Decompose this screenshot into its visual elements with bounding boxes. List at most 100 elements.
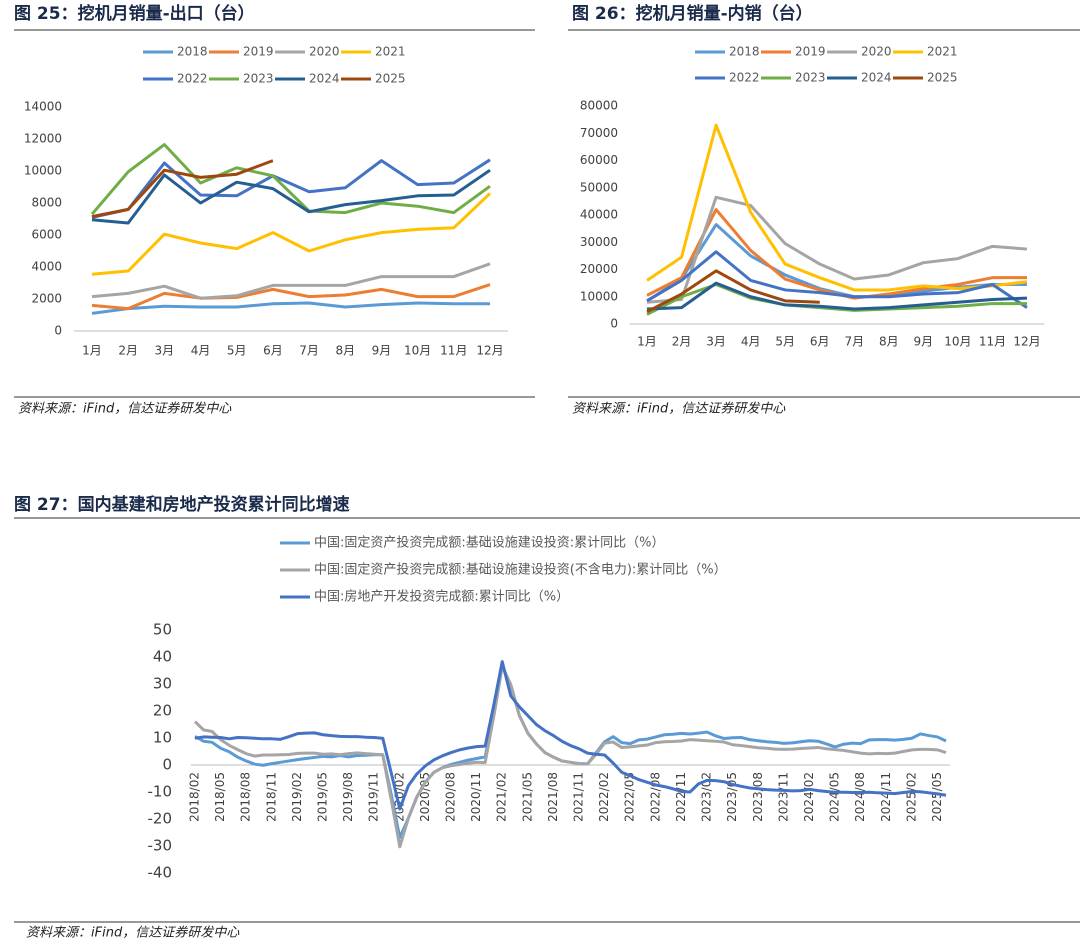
x-tick-label: 2024/08 [853, 772, 867, 822]
x-tick-label: 2023/02 [700, 772, 714, 822]
x-tick-label: 2025/05 [930, 772, 944, 822]
source-note: 资料来源：iFind，信达证券研发中心 [572, 402, 786, 417]
y-tick-label: 60000 [580, 153, 618, 167]
legend-label: 2020 [309, 45, 340, 59]
legend-label: 2021 [927, 45, 958, 59]
series-line [91, 301, 490, 315]
series-line [193, 664, 947, 849]
x-tick-label: 2018/11 [264, 772, 278, 822]
x-tick-label: 5月 [227, 344, 247, 358]
y-tick-label: 20000 [580, 262, 618, 276]
x-tick-label: 2019/11 [367, 772, 381, 822]
x-tick-label: 2021/02 [495, 772, 509, 822]
x-tick-label: 2023/11 [776, 772, 790, 822]
legend-label: 2025 [927, 71, 958, 85]
x-tick-label: 9月 [914, 335, 934, 349]
x-tick-label: 2018/02 [188, 772, 202, 822]
x-tick-label: 2019/08 [341, 772, 355, 822]
x-tick-label: 2019/02 [290, 772, 304, 822]
x-tick-label: 1月 [82, 344, 102, 358]
legend-label: 2025 [375, 72, 406, 86]
series-line [91, 159, 274, 219]
x-tick-label: 2024/11 [879, 772, 893, 822]
x-tick-label: 2022/02 [597, 772, 611, 822]
y-tick-label: 2000 [31, 292, 62, 306]
x-tick-label: 8月 [335, 344, 355, 358]
y-tick-label: 40000 [580, 208, 618, 222]
y-tick-label: 40 [153, 648, 172, 666]
x-tick-label: 6月 [263, 344, 283, 358]
x-tick-label: 2018/08 [239, 772, 253, 822]
legend-label: 2018 [177, 45, 208, 59]
x-tick-label: 5月 [775, 335, 795, 349]
x-tick-label: 1月 [637, 335, 657, 349]
legend-label: 2019 [243, 45, 274, 59]
x-tick-label: 7月 [844, 335, 864, 349]
chart-title: 图 27：国内基建和房地产投资累计同比增速 [14, 494, 350, 515]
x-tick-label: 2021/05 [520, 772, 534, 822]
y-tick-label: 0 [162, 756, 172, 774]
y-tick-label: 0 [610, 317, 618, 331]
legend-label: 中国:固定资产投资完成额:基础设施建设投资:累计同比（%） [314, 535, 665, 551]
x-tick-label: 11月 [979, 335, 1006, 349]
x-tick-label: 10月 [944, 335, 971, 349]
x-tick-label: 7月 [299, 344, 319, 358]
x-tick-label: 9月 [372, 344, 392, 358]
x-tick-label: 3月 [706, 335, 726, 349]
series-line [91, 158, 491, 219]
x-tick-label: 2018/05 [213, 772, 227, 822]
x-tick-label: 2022/08 [648, 772, 662, 822]
series-line [91, 262, 491, 300]
legend-label: 2024 [861, 71, 892, 85]
x-tick-label: 2020/05 [418, 772, 432, 822]
x-tick-label: 2024/02 [802, 772, 816, 822]
series-line [646, 123, 1028, 292]
y-tick-label: 14000 [24, 100, 62, 114]
x-tick-label: 2月 [672, 335, 692, 349]
legend-label: 2018 [729, 45, 760, 59]
y-tick-label: 50000 [580, 180, 618, 194]
x-tick-label: 2025/02 [904, 772, 918, 822]
y-tick-label: 70000 [580, 126, 618, 140]
y-tick-label: -30 [148, 837, 173, 855]
source-note: 资料来源：iFind，信达证券研发中心 [26, 926, 240, 941]
x-tick-label: 6月 [810, 335, 830, 349]
y-tick-label: 10000 [24, 164, 62, 178]
series-line [646, 195, 1028, 304]
y-tick-label: 4000 [31, 260, 62, 274]
legend-label: 2022 [177, 72, 208, 86]
y-tick-label: 12000 [24, 132, 62, 146]
series-line [91, 168, 491, 225]
y-tick-label: 8000 [31, 196, 62, 210]
y-tick-label: -10 [148, 783, 173, 801]
x-tick-label: 8月 [879, 335, 899, 349]
series-line [194, 660, 947, 811]
y-tick-label: 0 [54, 324, 62, 338]
legend-label: 2020 [861, 45, 892, 59]
x-tick-label: 2023/08 [751, 772, 765, 822]
legend-label: 2023 [243, 72, 274, 86]
y-tick-label: 30 [153, 675, 172, 693]
chart-title: 图 26：挖机月销量-内销（台） [572, 3, 813, 24]
y-tick-label: -20 [148, 810, 173, 828]
x-tick-label: 2020/08 [444, 772, 458, 822]
series-line [646, 281, 1028, 311]
y-tick-label: -40 [148, 864, 173, 882]
x-tick-label: 10月 [404, 344, 431, 358]
x-tick-label: 2022/11 [674, 772, 688, 822]
legend-label: 2022 [729, 71, 760, 85]
x-tick-label: 2022/05 [623, 772, 637, 822]
legend-label: 中国:固定资产投资完成额:基础设施建设投资(不含电力):累计同比（%） [314, 562, 727, 578]
x-tick-label: 2023/05 [725, 772, 739, 822]
series-line [91, 192, 492, 276]
x-tick-label: 2019/05 [316, 772, 330, 822]
series-line [91, 283, 491, 311]
series-line [646, 250, 1028, 309]
legend-label: 2024 [309, 72, 340, 86]
x-tick-label: 11月 [440, 344, 467, 358]
y-tick-label: 10 [153, 729, 172, 747]
y-tick-label: 30000 [580, 235, 618, 249]
legend-label: 2021 [375, 45, 406, 59]
source-note: 资料来源：iFind，信达证券研发中心 [18, 402, 232, 417]
